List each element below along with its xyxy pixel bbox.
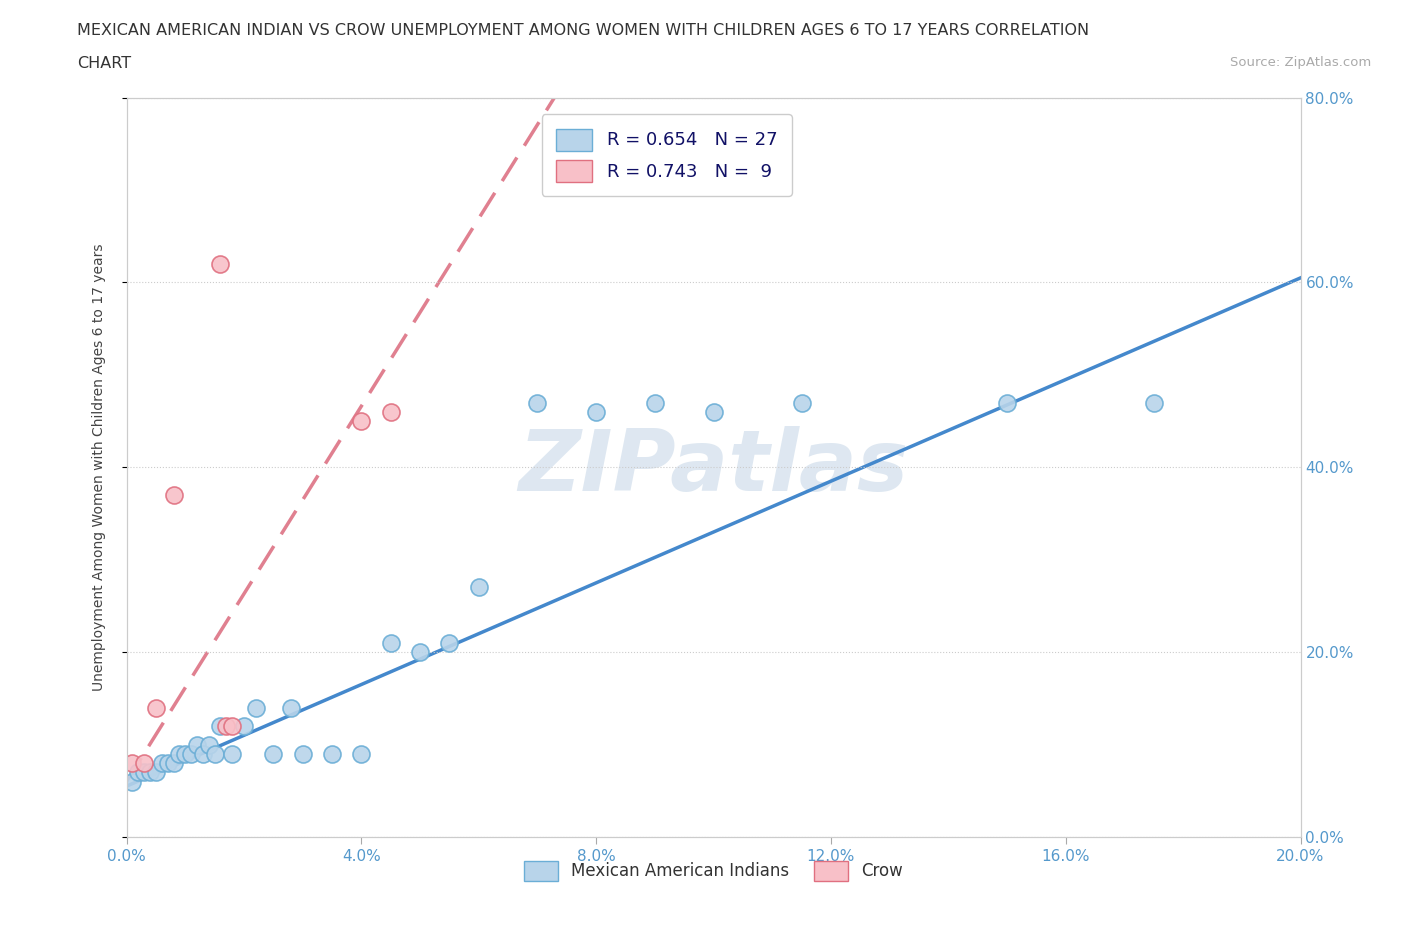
Point — [280, 700, 302, 715]
Point — [204, 747, 226, 762]
Point — [702, 405, 725, 419]
Point — [156, 755, 179, 770]
Point — [209, 257, 232, 272]
Text: CHART: CHART — [77, 56, 131, 71]
Point — [380, 635, 402, 650]
Point — [467, 580, 489, 595]
Point — [1143, 395, 1166, 410]
Point — [350, 747, 373, 762]
Point — [221, 747, 243, 762]
Point — [790, 395, 813, 410]
Point — [145, 764, 167, 779]
Point — [350, 414, 373, 429]
Point — [526, 395, 548, 410]
Point — [169, 747, 191, 762]
Point — [197, 737, 219, 752]
Point — [291, 747, 314, 762]
Text: Source: ZipAtlas.com: Source: ZipAtlas.com — [1230, 56, 1371, 69]
Y-axis label: Unemployment Among Women with Children Ages 6 to 17 years: Unemployment Among Women with Children A… — [91, 244, 105, 691]
Point — [380, 405, 402, 419]
Point — [995, 395, 1018, 410]
Point — [215, 719, 238, 734]
Point — [180, 747, 202, 762]
Point — [186, 737, 208, 752]
Point — [262, 747, 284, 762]
Point — [191, 747, 214, 762]
Point — [121, 755, 143, 770]
Point — [321, 747, 343, 762]
Point — [245, 700, 267, 715]
Point — [644, 395, 666, 410]
Point — [209, 719, 232, 734]
Point — [233, 719, 256, 734]
Point — [439, 635, 461, 650]
Point — [145, 700, 167, 715]
Legend: Mexican American Indians, Crow: Mexican American Indians, Crow — [517, 854, 910, 888]
Text: MEXICAN AMERICAN INDIAN VS CROW UNEMPLOYMENT AMONG WOMEN WITH CHILDREN AGES 6 TO: MEXICAN AMERICAN INDIAN VS CROW UNEMPLOY… — [77, 23, 1090, 38]
Point — [121, 774, 143, 789]
Point — [221, 719, 243, 734]
Point — [162, 487, 184, 502]
Point — [409, 644, 432, 659]
Point — [174, 747, 197, 762]
Point — [150, 755, 173, 770]
Text: ZIPatlas: ZIPatlas — [519, 426, 908, 509]
Point — [585, 405, 607, 419]
Point — [134, 764, 156, 779]
Point — [134, 755, 156, 770]
Point — [139, 764, 162, 779]
Point — [127, 764, 149, 779]
Point — [162, 755, 184, 770]
